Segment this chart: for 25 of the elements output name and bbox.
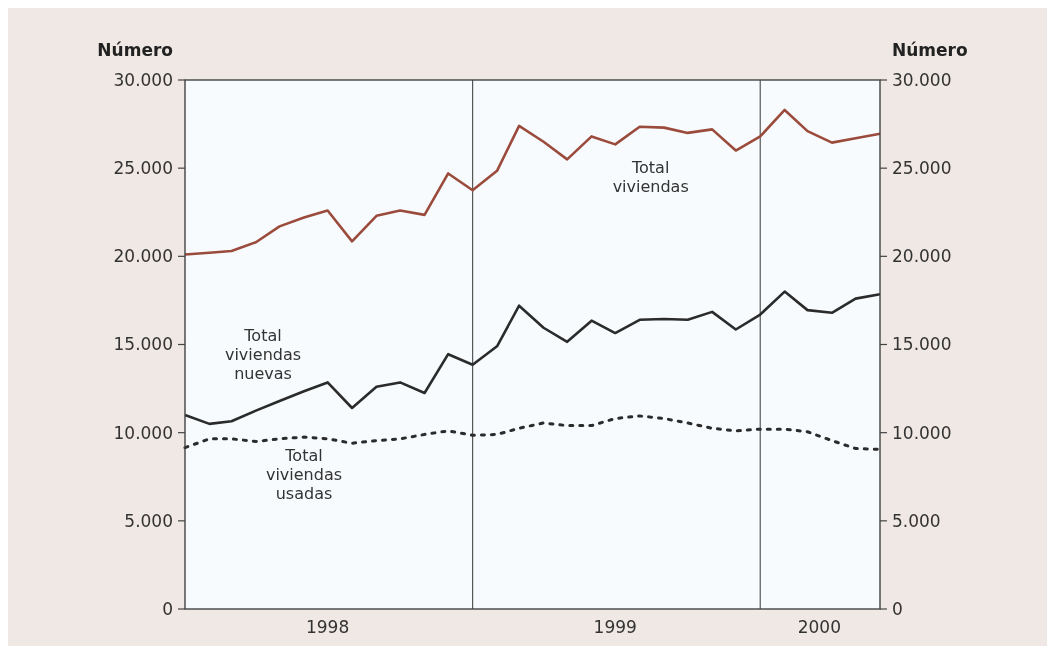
y-tick-label: 20.000 (113, 246, 173, 267)
y2-axis-title: Número (892, 40, 968, 60)
line-series (183, 290, 882, 426)
y2-tick-label: 0 (892, 598, 903, 619)
line-series (183, 414, 882, 451)
y-tick-label: 0 (162, 598, 173, 619)
x-tick-label: 2000 (797, 617, 841, 637)
y-tick-label: 25.000 (113, 158, 173, 179)
y-tick-label: 15.000 (113, 334, 173, 355)
y2-tick-label: 15.000 (892, 334, 952, 355)
y-tick-label: 5.000 (124, 510, 173, 531)
y-axis-title: Número (97, 40, 173, 60)
y-tick-label: 30.000 (113, 69, 173, 90)
series-label: Total viviendas nuevas (224, 325, 302, 383)
y2-tick-label: 10.000 (892, 422, 952, 443)
series-label: Total viviendas usadas (265, 445, 343, 503)
line-series (183, 108, 882, 256)
y2-tick-label: 25.000 (892, 158, 952, 179)
y-tick-label: 10.000 (113, 422, 173, 443)
series-label: Total viviendas (612, 158, 689, 197)
y2-tick-label: 20.000 (892, 246, 952, 267)
x-tick-label: 1999 (593, 617, 637, 637)
y2-tick-label: 5.000 (892, 510, 941, 531)
y2-tick-label: 30.000 (892, 69, 952, 90)
x-tick-label: 1998 (305, 617, 350, 637)
